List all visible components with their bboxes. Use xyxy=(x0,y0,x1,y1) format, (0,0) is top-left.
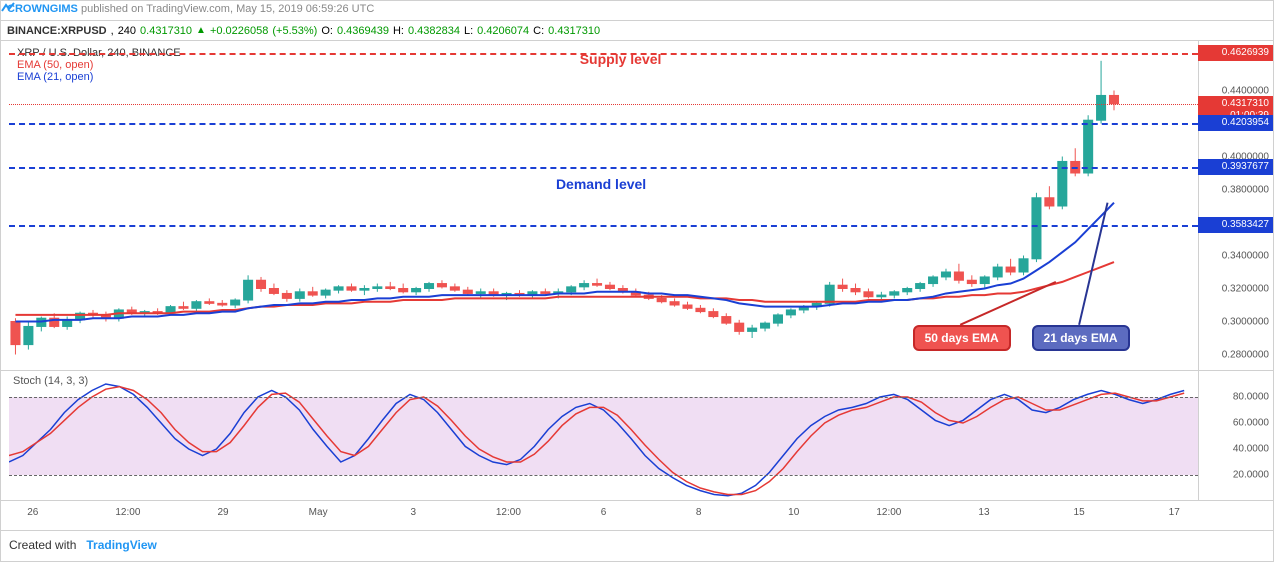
stoch-label: Stoch (14, 3, 3) xyxy=(13,375,88,387)
footer-brand[interactable]: TradingView xyxy=(86,538,156,552)
interval: 240 xyxy=(118,25,136,37)
legend-ema50: EMA (50, open) xyxy=(17,59,181,71)
close-value: 0.4317310 xyxy=(548,25,600,37)
price-axis[interactable]: 0.28000000.30000000.32000000.34000000.36… xyxy=(1198,41,1273,370)
footer-text: Created with xyxy=(9,538,76,552)
symbol[interactable]: BINANCE:XRPUSD xyxy=(7,25,107,37)
chart-area[interactable]: XRP / U.S. Dollar, 240, BINANCE EMA (50,… xyxy=(9,41,1198,370)
close-label: C: xyxy=(533,25,544,37)
subheader: BINANCE:XRPUSD, 240 0.4317310 ▲ +0.02260… xyxy=(1,21,1273,41)
up-arrow-icon: ▲ xyxy=(196,25,206,36)
stoch-panel[interactable]: Stoch (14, 3, 3) 20.000040.000060.000080… xyxy=(1,371,1273,501)
callout-50ema: 50 days EMA xyxy=(913,325,1011,351)
footer: Created with TradingView xyxy=(1,531,1273,559)
callout-21ema: 21 days EMA xyxy=(1032,325,1130,351)
author[interactable]: CROWNGIMS xyxy=(7,3,78,15)
time-axis[interactable]: 2612:0029May312:00681012:00131517 xyxy=(1,501,1273,531)
open-label: O: xyxy=(321,25,333,37)
stoch-axis[interactable]: 20.000040.000060.000080.0000 xyxy=(1198,371,1273,500)
main-chart[interactable]: XRP / U.S. Dollar, 240, BINANCE EMA (50,… xyxy=(1,41,1273,371)
low-value: 0.4206074 xyxy=(477,25,529,37)
published-text: published on TradingView.com, May 15, 20… xyxy=(81,3,374,15)
change-pct: (+5.53%) xyxy=(272,25,317,37)
change: +0.0226058 xyxy=(210,25,268,37)
legend-ema21: EMA (21, open) xyxy=(17,71,181,83)
low-label: L: xyxy=(464,25,473,37)
high-value: 0.4382834 xyxy=(408,25,460,37)
open-value: 0.4369439 xyxy=(337,25,389,37)
demand-label: Demand level xyxy=(556,176,646,192)
stoch-area[interactable]: Stoch (14, 3, 3) xyxy=(9,371,1198,500)
last-price: 0.4317310 xyxy=(140,25,192,37)
container: CROWNGIMS published on TradingView.com, … xyxy=(0,0,1274,562)
high-label: H: xyxy=(393,25,404,37)
header: CROWNGIMS published on TradingView.com, … xyxy=(1,1,1273,21)
